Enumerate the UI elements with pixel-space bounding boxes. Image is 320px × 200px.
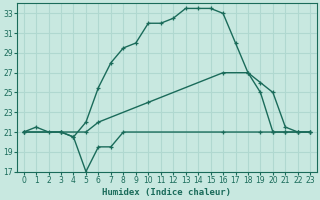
X-axis label: Humidex (Indice chaleur): Humidex (Indice chaleur) — [102, 188, 231, 197]
